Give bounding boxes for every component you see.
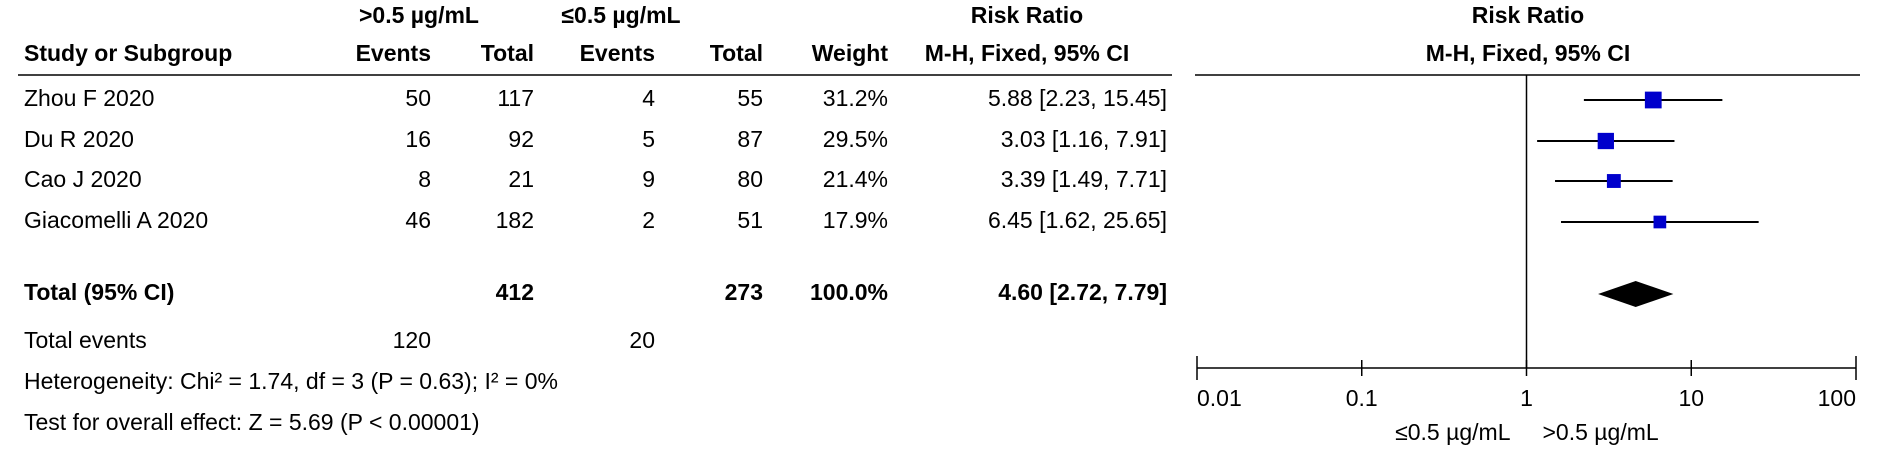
- events: 46: [405, 207, 431, 233]
- events: 20: [629, 327, 655, 353]
- total-label: Total (95% CI): [24, 279, 174, 305]
- total: 21: [508, 166, 534, 192]
- study-name: Cao J 2020: [24, 166, 142, 192]
- events: 120: [393, 327, 431, 353]
- column-header: Total: [481, 40, 534, 66]
- weight: 21.4%: [823, 166, 888, 192]
- effect-header: Risk Ratio: [971, 2, 1083, 28]
- weight: 17.9%: [823, 207, 888, 233]
- x-tick-label: 10: [1678, 385, 1704, 411]
- total: 273: [725, 279, 763, 305]
- point-estimate: [1606, 174, 1621, 188]
- events: 9: [642, 166, 655, 192]
- plot-header: Risk Ratio: [1472, 2, 1584, 28]
- weight: 29.5%: [823, 126, 888, 152]
- risk-ratio: 6.45 [1.62, 25.65]: [988, 207, 1167, 233]
- total: 51: [737, 207, 763, 233]
- group-header: >0.5 µg/mL: [359, 2, 479, 28]
- risk-ratio: 5.88 [2.23, 15.45]: [988, 85, 1167, 111]
- favours-label: ≤0.5 µg/mL: [1395, 419, 1511, 445]
- total: 182: [496, 207, 534, 233]
- column-header: Events: [580, 40, 655, 66]
- study-name: Du R 2020: [24, 126, 134, 152]
- column-header: Study or Subgroup: [24, 40, 232, 66]
- risk-ratio: 4.60 [2.72, 7.79]: [998, 279, 1167, 305]
- summary-diamond: [1598, 281, 1674, 307]
- column-header: Events: [356, 40, 431, 66]
- column-header: Total: [710, 40, 763, 66]
- point-estimate: [1597, 132, 1614, 150]
- weight: 31.2%: [823, 85, 888, 111]
- total: 55: [737, 85, 763, 111]
- events: 5: [642, 126, 655, 152]
- x-tick-label: 0.1: [1346, 385, 1378, 411]
- events: 2: [642, 207, 655, 233]
- risk-ratio: 3.03 [1.16, 7.91]: [1001, 126, 1167, 152]
- weight: 100.0%: [810, 279, 888, 305]
- events: 50: [405, 85, 431, 111]
- x-tick-label: 0.01: [1197, 385, 1242, 411]
- x-tick-label: 100: [1818, 385, 1856, 411]
- total: 117: [497, 85, 534, 111]
- column-header: Weight: [812, 40, 889, 66]
- total: 412: [496, 279, 534, 305]
- total: 92: [508, 126, 534, 152]
- total: 80: [737, 166, 763, 192]
- plot-header: M-H, Fixed, 95% CI: [1426, 40, 1630, 66]
- point-estimate: [1644, 91, 1662, 109]
- favours-label: >0.5 µg/mL: [1543, 419, 1659, 445]
- effect-header: M-H, Fixed, 95% CI: [925, 40, 1129, 66]
- group-header: ≤0.5 µg/mL: [561, 2, 680, 28]
- events: 4: [642, 85, 655, 111]
- study-name: Giacomelli A 2020: [24, 207, 208, 233]
- overall-effect: Test for overall effect: Z = 5.69 (P < 0…: [24, 409, 480, 435]
- total-events-label: Total events: [24, 327, 147, 353]
- study-name: Zhou F 2020: [24, 85, 154, 111]
- x-tick-label: 1: [1520, 385, 1533, 411]
- risk-ratio: 3.39 [1.49, 7.71]: [1001, 166, 1167, 192]
- total: 87: [737, 126, 763, 152]
- heterogeneity: Heterogeneity: Chi² = 1.74, df = 3 (P = …: [24, 368, 558, 394]
- events: 8: [418, 166, 431, 192]
- point-estimate: [1653, 215, 1667, 229]
- events: 16: [405, 126, 431, 152]
